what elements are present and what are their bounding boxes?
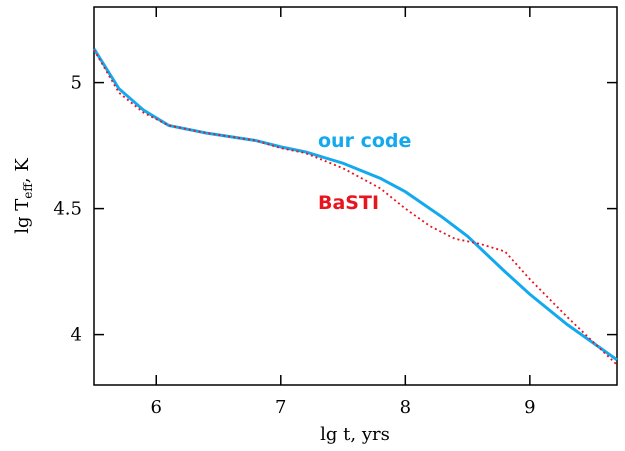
y-label-sub: eff [21,182,35,199]
y-label-rest: , K [12,158,33,183]
series-label: our code [318,130,411,152]
x-tick-label: 6 [151,397,162,418]
y-label-main: lg T [12,199,33,234]
y-tick-label: 4.5 [53,199,82,220]
y-axis-label: lg Teff, K [12,158,35,234]
series-label: BaSTI [318,192,379,214]
y-tick-label: 5 [71,73,82,94]
x-tick-label: 8 [400,397,411,418]
x-tick-label: 9 [524,397,535,418]
plot-frame [93,6,618,386]
series-line [92,48,618,362]
series-line [93,49,618,366]
x-axis-label: lg t, yrs [320,424,390,445]
x-tick-label: 7 [275,397,286,418]
y-tick-label: 4 [71,325,82,346]
